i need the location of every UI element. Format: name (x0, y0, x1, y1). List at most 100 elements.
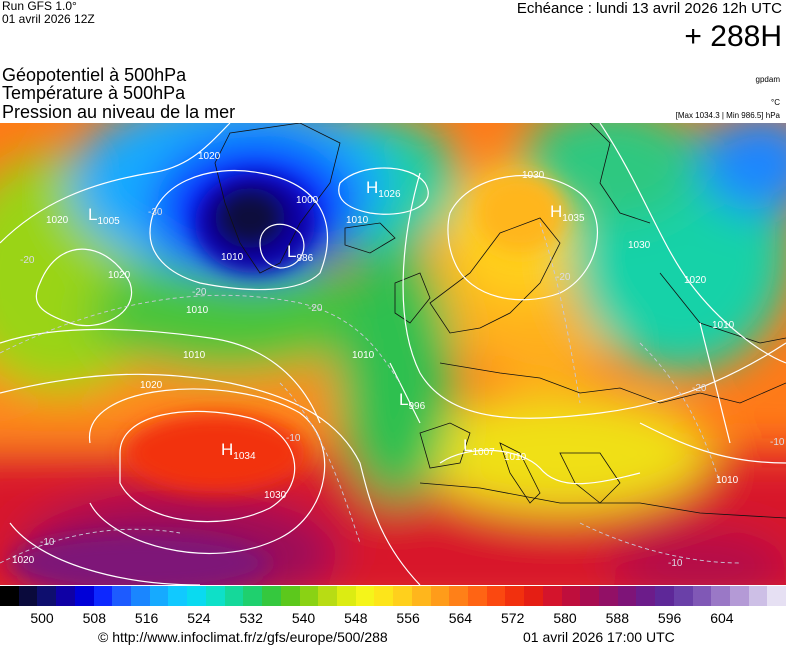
colorbar-swatch (112, 586, 132, 606)
colorbar-tick-label: 548 (344, 610, 368, 626)
coastlines (214, 123, 786, 519)
colorbar-swatch (93, 586, 113, 606)
colorbar-swatch (224, 586, 244, 606)
pressure-center-low: L1007 (463, 436, 495, 458)
colorbar-tick-label: 532 (239, 610, 263, 626)
isobar-label: 1010 (504, 452, 527, 463)
colorbar-tick-label: 604 (710, 610, 734, 626)
isobar-label: 1020 (684, 275, 707, 286)
pressure-extremes: [Max 1034.3 | Min 986.5] hPa (675, 111, 780, 120)
isotherm-label: -10 (668, 558, 683, 569)
colorbar-swatch (56, 586, 75, 606)
unit-geopotential: gpdam (755, 75, 780, 84)
colorbar-tick-label: 540 (291, 610, 316, 626)
colorbar-swatch (730, 586, 749, 606)
isobars (0, 123, 786, 585)
pressure-centers: L1005 H1026 L986 H1035 L996 H1034 L1007 (88, 178, 585, 462)
colorbar-swatch (580, 586, 599, 606)
colorbar-swatch (561, 586, 581, 606)
isobar-label: 1020 (198, 151, 221, 162)
colorbar-swatch (486, 586, 506, 606)
weather-map: 1020 1020 1020 1010 1010 1010 1000 1010 … (0, 123, 786, 585)
forecast-valid-time: Echéance : lundi 13 avril 2026 12h UTC (516, 0, 782, 17)
colorbar-swatch (149, 586, 169, 606)
isobar-label: 1000 (296, 195, 319, 206)
colorbar-swatch (0, 586, 19, 606)
footer-source: © http://www.infoclimat.fr/z/gfs/europe/… (98, 629, 388, 645)
colorbar-tick-label: 524 (187, 610, 211, 626)
colorbar-swatch (636, 586, 656, 606)
isobar-label: 1010 (183, 350, 206, 361)
isotherm-labels: -20 -30 -20 -20 -10 -20 -20 -10 -10 -10 (20, 207, 785, 569)
colorbar-swatch (262, 586, 281, 606)
isobar-label: 1030 (264, 490, 287, 501)
colorbar-tick-label: 596 (657, 610, 682, 626)
colorbar-swatch (318, 586, 337, 606)
colorbar-tick-label: 508 (82, 610, 106, 626)
variable-title-pressure: Pression au niveau de la mer (2, 102, 236, 122)
unit-temperature: °C (771, 98, 780, 107)
pressure-center-low: L986 (287, 242, 314, 264)
isobar-label: 1020 (12, 555, 35, 566)
isobar-label: 1010 (346, 215, 369, 226)
colorbar-swatch (617, 586, 637, 606)
colorbar-swatch (430, 586, 450, 606)
isotherms (0, 222, 741, 564)
colorbar-swatch (243, 586, 263, 606)
isobar-label: 1010 (186, 305, 209, 316)
isobar-labels: 1020 1020 1020 1010 1010 1010 1000 1010 … (12, 151, 739, 566)
variable-title-geopotential: Géopotentiel à 500hPa (2, 65, 187, 85)
run-date: 01 avril 2026 12Z (2, 12, 95, 26)
isobar-label: 1030 (522, 170, 545, 181)
geopotential-field: 1020 1020 1020 1010 1010 1010 1000 1010 … (0, 123, 786, 585)
colorbar-swatch (168, 586, 188, 606)
pressure-center-high: H1034 (221, 440, 256, 462)
colorbar-tick-label: 564 (448, 610, 473, 626)
colorbar-swatch (692, 586, 712, 606)
colorbar-swatch (74, 586, 94, 606)
colorbar-swatch (205, 586, 225, 606)
colorbar-swatch (187, 586, 206, 606)
isobar-label: 1010 (716, 475, 739, 486)
isobar-label: 1020 (108, 270, 131, 281)
colorbar-swatch (37, 586, 57, 606)
isobar-label: 1010 (352, 350, 375, 361)
isotherm-label: -10 (770, 437, 785, 448)
colorbar-tick-label: 556 (396, 610, 420, 626)
colorbar-swatch (767, 586, 786, 606)
colorbar-swatch (748, 586, 768, 606)
colorbar-swatch (655, 586, 674, 606)
isobar-label: 1030 (628, 240, 651, 251)
colorbar-swatch (711, 586, 731, 606)
colorbar-tick-label: 588 (605, 610, 629, 626)
colorbar-tick-label: 572 (501, 610, 525, 626)
colorbar-swatch (524, 586, 543, 606)
forecast-lead-time: + 288H (684, 20, 782, 53)
footer-generated-date: 01 avril 2026 17:00 UTC (523, 629, 675, 645)
colorbar-swatch (542, 586, 562, 606)
isobar-label: 1010 (221, 252, 244, 263)
colorbar-swatch (449, 586, 468, 606)
colorbar-swatch (505, 586, 525, 606)
isotherm-label: -10 (286, 433, 301, 444)
pressure-center-low: L1005 (88, 205, 120, 227)
colorbar-swatch (467, 586, 487, 606)
colorbar-swatch (336, 586, 356, 606)
run-label: Run GFS 1.0° (2, 0, 77, 13)
pressure-center-high: H1026 (366, 178, 401, 200)
isotherm-label: -20 (192, 287, 207, 298)
isotherm-label: -20 (556, 272, 571, 283)
colorbar-swatch (599, 586, 618, 606)
colorbar-swatch (673, 586, 693, 606)
colorbar-swatch (131, 586, 150, 606)
colorbar-swatch (280, 586, 300, 606)
colorbar (0, 586, 786, 606)
colorbar-swatch (374, 586, 394, 606)
colorbar-tick-label: 500 (30, 610, 54, 626)
isobar-label: 1020 (46, 215, 69, 226)
isotherm-label: -20 (692, 383, 707, 394)
colorbar-tick-label: 580 (553, 610, 577, 626)
isotherm-label: -30 (148, 207, 163, 218)
isotherm-label: -20 (308, 303, 323, 314)
pressure-center-high: H1035 (550, 202, 585, 224)
